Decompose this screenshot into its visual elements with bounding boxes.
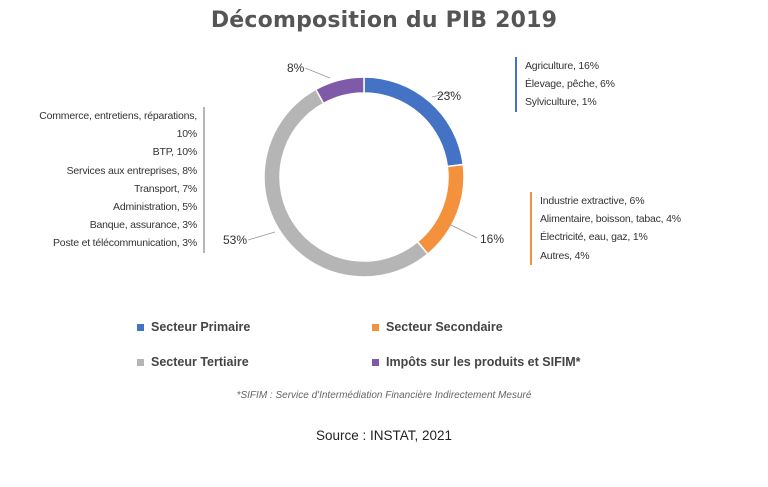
secondaire-detail: Alimentaire, boisson, tabac, 4% bbox=[540, 213, 681, 226]
footnote: *SIFIM : Service d'Intermédiation Financ… bbox=[236, 390, 532, 401]
legend-label: Secteur Secondaire bbox=[386, 320, 503, 334]
tertiaire-detail: BTP, 10% bbox=[152, 146, 198, 159]
secondaire-detail: Industrie extractive, 6% bbox=[540, 195, 645, 207]
slice-label-tertiaire: 53% bbox=[223, 233, 248, 247]
secondaire-details: Industrie extractive, 6% Alimentaire, bo… bbox=[530, 192, 681, 265]
leader-line bbox=[431, 91, 454, 98]
legend-item-primaire: Secteur Primaire bbox=[137, 320, 250, 334]
legend-label: Secteur Tertiaire bbox=[151, 355, 249, 369]
tertiaire-detail: Commerce, entretiens, réparations, bbox=[39, 110, 197, 122]
legend-item-secondaire: Secteur Secondaire bbox=[372, 320, 503, 334]
slice-impots bbox=[314, 76, 365, 105]
chart-title: Décomposition du PIB 2019 bbox=[210, 8, 558, 33]
legend-item-tertiaire: Secteur Tertiaire bbox=[137, 355, 249, 369]
tertiaire-detail: Transport, 7% bbox=[134, 182, 197, 195]
slice-tertiaire bbox=[263, 88, 429, 278]
legend-swatch bbox=[137, 358, 144, 366]
source-note: Source : INSTAT, 2021 bbox=[315, 428, 453, 443]
legend-label: Secteur Primaire bbox=[151, 320, 251, 334]
slice-label-secondaire: 16% bbox=[480, 232, 505, 246]
legend-item-impots: Impôts sur les produits et SIFIM* bbox=[372, 355, 580, 369]
primaire-detail: Sylviculture, 1% bbox=[525, 96, 597, 109]
leader-line bbox=[247, 231, 276, 241]
secondaire-detail: Autres, 4% bbox=[540, 249, 590, 262]
slice-label-primaire: 23% bbox=[437, 89, 462, 103]
tertiaire-detail: Services aux entreprises, 8% bbox=[66, 164, 198, 177]
primaire-detail: Élevage, pêche, 6% bbox=[525, 78, 615, 91]
tertiaire-detail: Banque, assurance, 3% bbox=[89, 219, 197, 232]
tertiaire-detail: Administration, 5% bbox=[113, 201, 197, 214]
tertiaire-detail: 10% bbox=[176, 128, 198, 141]
leader-line bbox=[304, 67, 331, 79]
legend-swatch bbox=[137, 323, 144, 331]
slice-secondaire bbox=[416, 163, 465, 256]
primaire-detail: Agriculture, 16% bbox=[525, 60, 599, 72]
slice-label-impots: 8% bbox=[287, 61, 305, 75]
legend-label: Impôts sur les produits et SIFIM* bbox=[386, 355, 581, 369]
primaire-details: Agriculture, 16% Élevage, pêche, 6% Sylv… bbox=[515, 57, 615, 112]
secondaire-detail: Électricité, eau, gaz, 1% bbox=[540, 231, 648, 244]
tertiaire-detail: Poste et télécommunication, 3% bbox=[53, 237, 197, 250]
leader-line bbox=[448, 223, 478, 239]
tertiaire-details: Commerce, entretiens, réparations, 10% B… bbox=[39, 107, 205, 253]
legend-swatch bbox=[372, 323, 379, 331]
legend-swatch bbox=[372, 358, 379, 366]
